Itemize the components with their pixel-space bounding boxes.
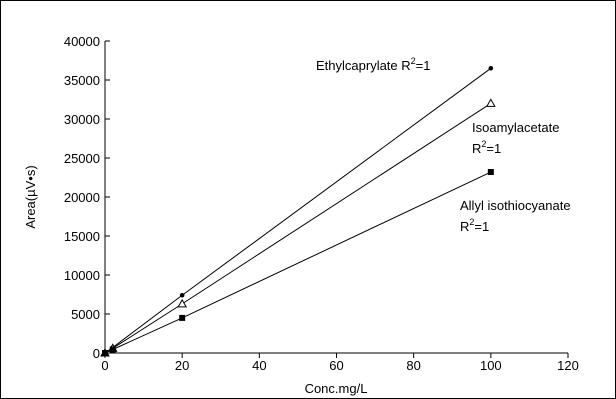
y-tick-label: 0 xyxy=(93,346,100,361)
x-tick-label: 0 xyxy=(101,358,108,373)
x-tick-label: 60 xyxy=(329,358,343,373)
y-tick-label: 25000 xyxy=(64,151,100,166)
annotation-isoamylacetate-name: Isoamylacetate xyxy=(472,120,559,135)
y-tick-label: 20000 xyxy=(64,190,100,205)
x-axis-title: Conc.mg/L xyxy=(305,381,368,396)
annotation-allyl-r2: R2=1 xyxy=(460,217,489,234)
data-point-square xyxy=(109,346,116,353)
series-line-0 xyxy=(104,67,492,354)
series-line-1 xyxy=(104,102,492,354)
y-tick-label: 40000 xyxy=(64,34,100,49)
y-axis-title: Area(µV•s) xyxy=(23,165,38,228)
data-point-circle xyxy=(179,292,185,298)
annotation-isoamylacetate-r2: R2=1 xyxy=(472,139,501,156)
y-tick-label: 5000 xyxy=(71,307,100,322)
annotation-ethylcaprylate: Ethylcaprylate R2=1 xyxy=(316,56,431,73)
data-point-circle xyxy=(488,66,494,71)
data-point-square xyxy=(179,314,186,321)
y-tick-label: 35000 xyxy=(64,73,100,88)
series-lines xyxy=(100,66,496,357)
x-tick-label: 40 xyxy=(252,358,266,373)
x-tick-label: 80 xyxy=(406,358,420,373)
y-tick-label: 15000 xyxy=(64,229,100,244)
data-point-triangle xyxy=(177,298,188,308)
series-annotations: Ethylcaprylate R2=1 Isoamylacetate R2=1 … xyxy=(316,56,571,234)
x-tick-label: 100 xyxy=(480,358,502,373)
y-tick-label: 10000 xyxy=(64,268,100,283)
data-point-square xyxy=(102,350,108,356)
series-line-2 xyxy=(104,171,492,354)
x-tick-label: 120 xyxy=(557,358,579,373)
data-point-square xyxy=(487,169,494,176)
data-point-triangle xyxy=(485,98,496,107)
annotation-allyl-name: Allyl isothiocyanate xyxy=(460,198,571,213)
axes: 0 5000 10000 15000 20000 25000 30000 35000 40000… xyxy=(64,34,579,373)
y-tick-label: 30000 xyxy=(64,112,100,127)
x-tick-label: 20 xyxy=(175,358,189,373)
